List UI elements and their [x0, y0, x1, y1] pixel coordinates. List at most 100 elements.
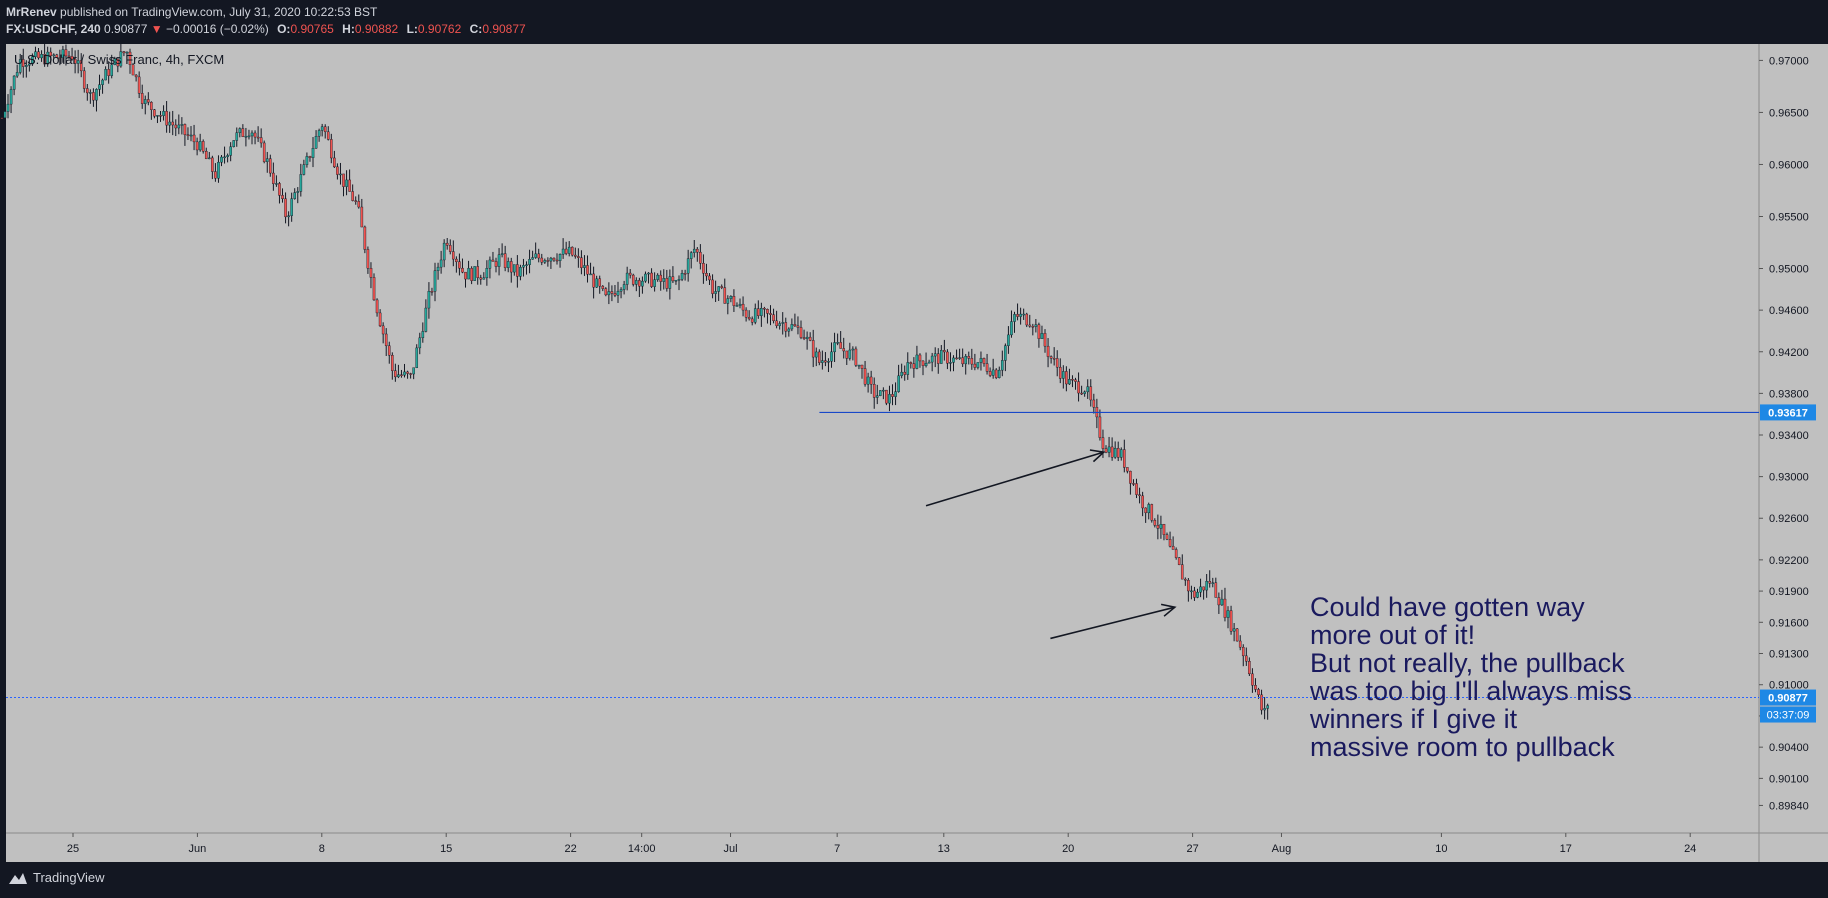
- candle-down: [1074, 379, 1077, 382]
- candle-up: [25, 65, 28, 67]
- candle-up: [299, 174, 303, 192]
- candle-down: [1104, 448, 1108, 453]
- candle-down: [869, 376, 873, 385]
- candle-down: [171, 121, 175, 126]
- candle-down: [955, 357, 958, 360]
- candle-down: [1238, 640, 1242, 648]
- candle-up: [753, 308, 757, 323]
- text-annotation[interactable]: Could have gotten way more out of it! Bu…: [1310, 593, 1750, 761]
- candle-up: [15, 72, 19, 77]
- candle-up: [125, 51, 129, 54]
- candle-down: [671, 276, 675, 282]
- candle-up: [1211, 582, 1215, 584]
- candle-up: [668, 276, 672, 289]
- candle-up: [647, 272, 650, 275]
- symbol-label[interactable]: FX:USDCHF, 240: [6, 22, 101, 36]
- candle-up: [836, 342, 839, 344]
- candle-up: [567, 246, 571, 254]
- candle-up: [930, 355, 934, 363]
- candle-up: [781, 322, 785, 324]
- candle-up: [345, 179, 348, 187]
- candle-up: [1004, 345, 1007, 361]
- candle-down: [601, 285, 605, 289]
- candle-down: [650, 272, 653, 287]
- candle-up: [1107, 446, 1111, 453]
- annotation-line: was too big I'll always miss: [1310, 676, 1632, 706]
- tradingview-logo[interactable]: TradingView: [8, 870, 105, 885]
- candle-down: [116, 58, 120, 67]
- candle-down: [262, 142, 266, 162]
- candle-up: [497, 254, 501, 267]
- candle-up: [485, 268, 489, 279]
- arrow-shaft[interactable]: [925, 451, 1104, 507]
- candle-down: [400, 374, 403, 376]
- candle-down: [854, 348, 858, 366]
- candle-down: [348, 179, 351, 192]
- candle-down: [665, 278, 669, 289]
- candle-down: [1235, 628, 1239, 642]
- candle-down: [793, 324, 797, 327]
- candle-down: [458, 261, 461, 269]
- candle-down: [186, 134, 190, 136]
- candle-down: [476, 266, 480, 278]
- candle-up: [949, 362, 952, 364]
- candle-down: [1065, 371, 1068, 385]
- candle-up: [220, 156, 223, 163]
- candle-up: [12, 75, 16, 90]
- candle-down: [702, 263, 705, 274]
- candle-down: [918, 354, 922, 362]
- candle-up: [433, 270, 437, 292]
- candle-up: [735, 305, 739, 307]
- candle-down: [211, 157, 214, 172]
- price-tick-label: 0.91300: [1769, 649, 1809, 661]
- candle-down: [1123, 449, 1126, 468]
- candle-down: [330, 139, 333, 159]
- price-tick-label: 0.94600: [1769, 305, 1809, 317]
- candle-down: [278, 183, 281, 196]
- candle-up: [906, 362, 910, 375]
- plot-area[interactable]: [6, 44, 1759, 833]
- candle-up: [857, 364, 861, 367]
- candle-up: [787, 328, 791, 332]
- arrow-shaft[interactable]: [1050, 606, 1176, 640]
- candle-down: [1217, 597, 1221, 606]
- candle-down: [445, 242, 449, 246]
- candle-down: [241, 128, 245, 137]
- candle-down: [1132, 483, 1135, 485]
- candle-up: [232, 140, 236, 147]
- candle-down: [1241, 646, 1245, 657]
- candle-up: [760, 308, 763, 316]
- candle-down: [55, 54, 59, 58]
- candle-up: [927, 361, 931, 364]
- candle-up: [506, 261, 510, 268]
- candle-down: [604, 288, 608, 296]
- candle-down: [363, 226, 367, 250]
- candle-down: [839, 342, 842, 349]
- candle-down: [537, 253, 541, 259]
- candle-down: [366, 249, 370, 269]
- candle-down: [351, 191, 354, 201]
- candle-down: [891, 394, 894, 397]
- candle-down: [1098, 416, 1102, 438]
- candle-down: [1150, 504, 1154, 521]
- candle-up: [1013, 314, 1016, 322]
- candle-down: [970, 358, 974, 365]
- candle-down: [574, 254, 577, 257]
- author-name[interactable]: MrRenev: [6, 5, 57, 19]
- candle-down: [470, 268, 473, 281]
- price-tick-label: 0.90400: [1769, 742, 1809, 754]
- candle-down: [387, 345, 391, 356]
- candle-up: [958, 357, 961, 359]
- candle-up: [1040, 333, 1044, 339]
- candle-down: [360, 206, 364, 228]
- candle-up: [61, 49, 65, 58]
- candle-up: [421, 331, 425, 339]
- candle-up: [1226, 610, 1230, 618]
- candle-up: [1019, 313, 1022, 317]
- candle-down: [82, 70, 86, 89]
- candle-up: [525, 264, 528, 266]
- candle-down: [577, 256, 580, 258]
- candle-down: [1080, 392, 1083, 395]
- time-axis[interactable]: [6, 833, 1828, 862]
